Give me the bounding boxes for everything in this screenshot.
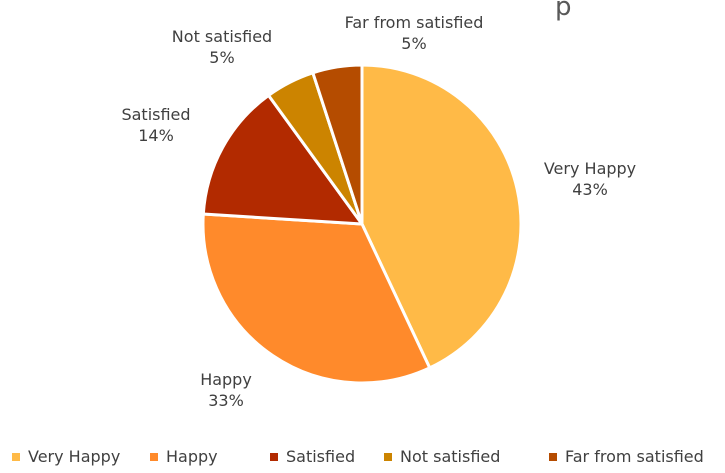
legend-swatch-not-satisfied [384, 452, 392, 461]
slice-label-far-from-satisfied-name: Far from satisfied [344, 13, 484, 32]
slice-label-satisfied-name: Satisfied [121, 105, 191, 124]
legend-item-far-from-satisfied: Far from satisfied [549, 447, 704, 466]
legend-swatch-very-happy [12, 452, 20, 461]
legend-swatch-satisfied [270, 452, 278, 461]
legend-label-happy: Happy [166, 447, 218, 466]
slice-label-happy: Happy 33% [200, 369, 252, 411]
legend-label-not-satisfied: Not satisfied [400, 447, 501, 466]
slice-label-not-satisfied-value: 5% [209, 48, 235, 67]
legend-swatch-happy [150, 452, 158, 461]
pie-slice-happy [201, 212, 432, 385]
legend-label-satisfied: Satisfied [286, 447, 356, 466]
pie-slice-far-from-satisfied [311, 63, 364, 226]
legend-item-satisfied: Satisfied [270, 447, 355, 466]
legend-item-happy: Happy [150, 447, 218, 466]
slice-label-satisfied-value: 14% [138, 126, 174, 145]
slice-label-happy-value: 33% [208, 391, 244, 410]
slice-label-satisfied: Satisfied 14% [121, 104, 190, 146]
slice-label-not-satisfied-name: Not satisfied [171, 27, 273, 46]
legend-swatch-far-from-satisfied [549, 452, 557, 461]
pie-slice-satisfied [201, 93, 364, 226]
legend-label-far-from-satisfied: Far from satisfied [565, 447, 704, 466]
slice-label-far-from-satisfied: Far from satisfied 5% [345, 12, 484, 54]
legend-item-very-happy: Very Happy [12, 447, 120, 466]
chart-legend: Very Happy Happy Satisfied Not satisfied… [0, 447, 725, 473]
slice-label-very-happy-value: 43% [572, 180, 608, 199]
slice-label-far-from-satisfied-value: 5% [401, 34, 427, 53]
slice-label-very-happy-name: Very Happy [543, 159, 637, 178]
chart-title-fragment: p [555, 0, 572, 22]
legend-label-very-happy: Very Happy [28, 447, 121, 466]
pie-slice-very-happy [360, 63, 523, 370]
legend-item-not-satisfied: Not satisfied [384, 447, 500, 466]
slice-label-happy-name: Happy [200, 370, 252, 389]
slice-label-not-satisfied: Not satisfied 5% [172, 26, 272, 68]
slice-label-very-happy: Very Happy 43% [544, 158, 636, 200]
